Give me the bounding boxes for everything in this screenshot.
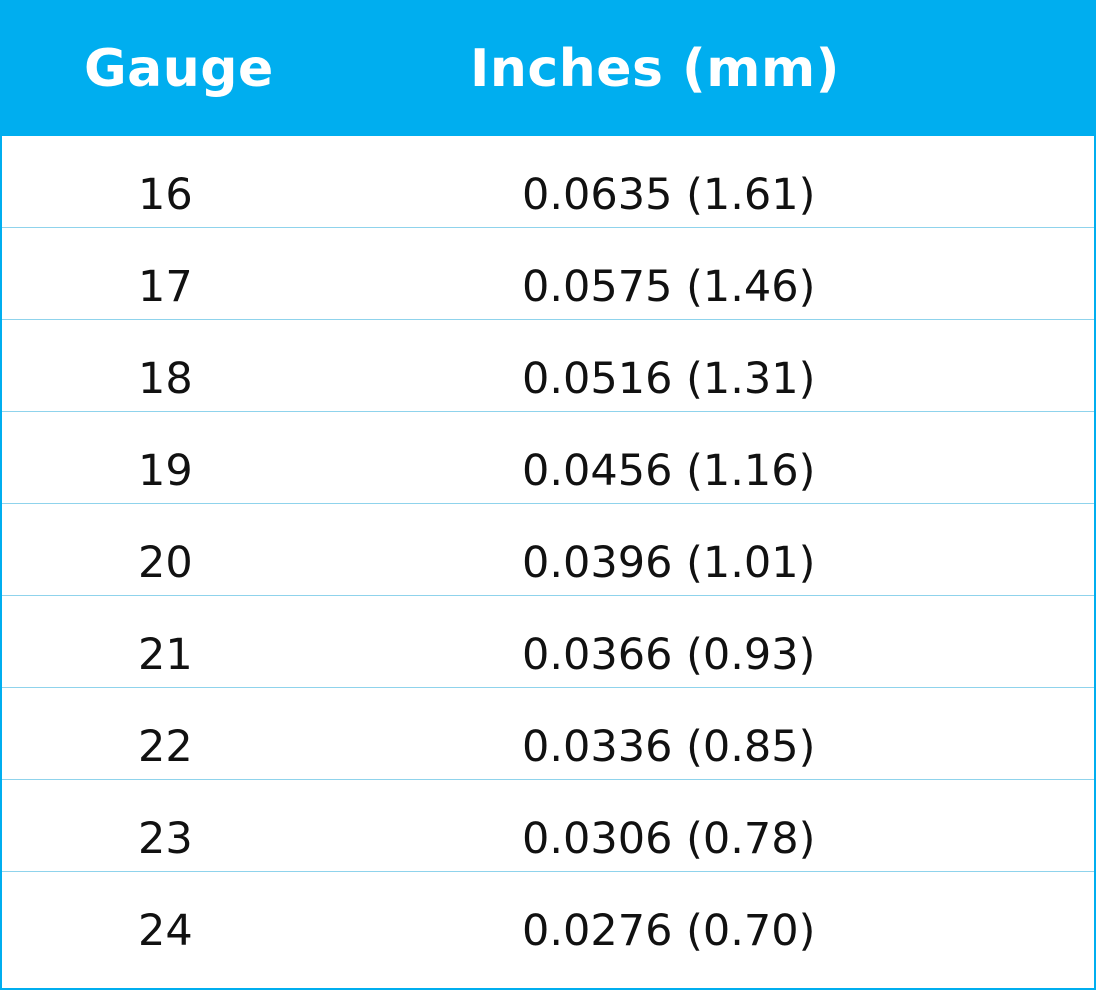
- gauge-cell: 24: [138, 906, 193, 956]
- table-row: 19 0.0456 (1.16): [2, 412, 1094, 504]
- table-row: 17 0.0575 (1.46): [2, 228, 1094, 320]
- inches-cell: 0.0276 (0.70): [522, 906, 816, 956]
- gauge-cell: 19: [138, 446, 193, 496]
- column-header-gauge: Gauge: [84, 39, 274, 99]
- gauge-cell: 16: [138, 170, 193, 220]
- inches-cell: 0.0366 (0.93): [522, 630, 816, 680]
- table-row: 21 0.0366 (0.93): [2, 596, 1094, 688]
- inches-cell: 0.0336 (0.85): [522, 722, 816, 772]
- inches-cell: 0.0456 (1.16): [522, 446, 816, 496]
- inches-cell: 0.0396 (1.01): [522, 538, 816, 588]
- column-header-inches: Inches (mm): [470, 39, 840, 99]
- table-row: 20 0.0396 (1.01): [2, 504, 1094, 596]
- inches-cell: 0.0306 (0.78): [522, 814, 816, 864]
- gauge-cell: 17: [138, 262, 193, 312]
- gauge-cell: 22: [138, 722, 193, 772]
- gauge-cell: 18: [138, 354, 193, 404]
- table-row: 18 0.0516 (1.31): [2, 320, 1094, 412]
- table-row: 22 0.0336 (0.85): [2, 688, 1094, 780]
- table-row: 16 0.0635 (1.61): [2, 136, 1094, 228]
- table-header: Gauge Inches (mm): [2, 2, 1094, 136]
- gauge-cell: 20: [138, 538, 193, 588]
- table-body: 16 0.0635 (1.61) 17 0.0575 (1.46) 18 0.0…: [2, 136, 1094, 964]
- inches-cell: 0.0575 (1.46): [522, 262, 816, 312]
- inches-cell: 0.0635 (1.61): [522, 170, 816, 220]
- gauge-cell: 23: [138, 814, 193, 864]
- inches-cell: 0.0516 (1.31): [522, 354, 816, 404]
- table-row: 23 0.0306 (0.78): [2, 780, 1094, 872]
- table-row: 24 0.0276 (0.70): [2, 872, 1094, 964]
- gauge-cell: 21: [138, 630, 193, 680]
